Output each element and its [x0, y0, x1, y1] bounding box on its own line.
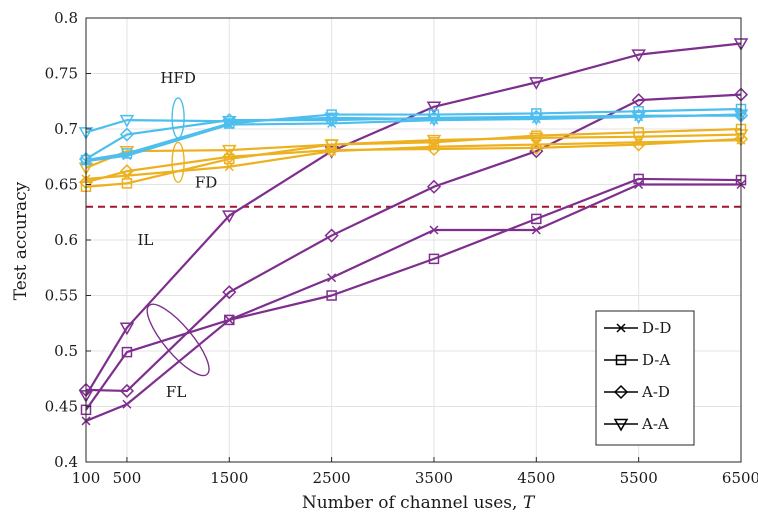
data-point	[122, 399, 132, 409]
annotations-layer: HFD FD FL IL	[137, 69, 217, 401]
data-point	[324, 112, 339, 126]
series-line	[85, 137, 742, 184]
data-point	[529, 77, 544, 90]
x-tick-label: 5500	[620, 469, 658, 487]
data-point	[221, 210, 237, 224]
legend-marker	[616, 323, 626, 333]
x-axis-label-variable: T	[523, 493, 536, 513]
data-point	[119, 322, 135, 336]
hfd-group-ellipse	[171, 97, 185, 139]
data-point	[426, 134, 442, 148]
data-point	[529, 140, 544, 155]
data-point	[119, 383, 134, 399]
legend-item-d-d: D-D	[604, 319, 671, 337]
legend: D-D D-A A-D A-A	[595, 310, 695, 446]
series-line	[85, 42, 742, 396]
data-point	[426, 101, 442, 115]
y-tick-label: 0.8	[54, 9, 78, 27]
data-point	[324, 143, 339, 158]
legend-item-a-a: A-A	[604, 415, 669, 433]
x-axis-label-text: Number of channel uses,	[302, 493, 523, 513]
data-point	[429, 225, 439, 235]
data-point	[633, 173, 644, 185]
x-tick-label: 6500	[722, 469, 758, 487]
series-line	[85, 183, 741, 422]
data-point	[326, 290, 337, 301]
y-tick-label: 0.65	[45, 176, 78, 194]
legend-marker	[615, 354, 627, 366]
legend-label: A-D	[641, 383, 670, 401]
legend-item-a-d: A-D	[604, 383, 670, 401]
y-tick-label: 0.5	[54, 342, 78, 360]
data-point	[221, 115, 237, 129]
tick-labels: 100 500 1500 2500 3500 4500 5500 6500 0.4 0.45 0.5…	[45, 9, 758, 487]
data-point	[324, 139, 339, 153]
fl-group-ellipse	[146, 303, 210, 377]
series-line	[85, 93, 742, 393]
legend-item-d-a: D-A	[604, 351, 670, 369]
y-axis-label: Test accuracy	[11, 181, 31, 300]
fl-annotation-label: FL	[166, 383, 186, 401]
data-point	[121, 346, 133, 358]
y-tick-label: 0.75	[45, 65, 78, 83]
fd-group-ellipse	[171, 141, 185, 184]
data-point	[121, 148, 133, 159]
x-tick-label: 2500	[313, 469, 351, 487]
data-point	[531, 225, 541, 235]
y-tick-label: 0.55	[45, 287, 78, 305]
y-tick-label: 0.6	[54, 231, 78, 249]
data-point	[221, 144, 237, 158]
data-point	[222, 149, 237, 164]
legend-marker	[613, 384, 629, 400]
data-point	[222, 285, 237, 300]
data-point	[631, 131, 646, 145]
series-line	[85, 127, 742, 188]
series-line	[85, 177, 742, 411]
data-point	[426, 141, 442, 157]
x-tick-label: 4500	[517, 469, 555, 487]
data-point	[631, 137, 646, 152]
y-tick-label: 0.4	[54, 453, 78, 471]
hfd-annotation-label: HFD	[160, 69, 196, 87]
series-line	[85, 113, 742, 134]
data-point	[224, 314, 235, 326]
data-point	[119, 127, 134, 142]
legend-box	[595, 310, 695, 446]
data-point	[631, 49, 646, 63]
data-point	[531, 213, 542, 225]
series-fl-x	[81, 179, 746, 426]
data-point	[529, 112, 544, 126]
legend-marker	[613, 418, 629, 432]
legend-label: D-D	[642, 319, 671, 337]
data-point	[426, 113, 442, 127]
data-point	[634, 179, 644, 190]
fd-annotation-label: FD	[195, 173, 217, 191]
data-point	[327, 273, 337, 283]
data-point	[119, 114, 135, 128]
series-layer	[78, 38, 749, 426]
x-tick-label: 100	[72, 469, 101, 487]
x-tick-label: 3500	[415, 469, 453, 487]
data-point	[324, 228, 339, 243]
x-tick-label: 500	[113, 469, 142, 487]
y-tick-label: 0.7	[54, 120, 78, 138]
data-point	[631, 111, 646, 125]
legend-label: D-A	[642, 351, 670, 369]
series-line	[85, 107, 742, 162]
legend-label: A-A	[641, 415, 669, 433]
x-axis-label: Number of channel uses, T	[302, 493, 536, 513]
il-annotation-label: IL	[137, 231, 153, 249]
data-point	[121, 178, 133, 189]
x-tick-label: 1500	[210, 469, 248, 487]
data-point	[428, 253, 440, 265]
data-point	[529, 132, 544, 146]
y-tick-label: 0.45	[45, 398, 78, 416]
data-point	[119, 164, 134, 179]
data-point	[426, 179, 442, 194]
